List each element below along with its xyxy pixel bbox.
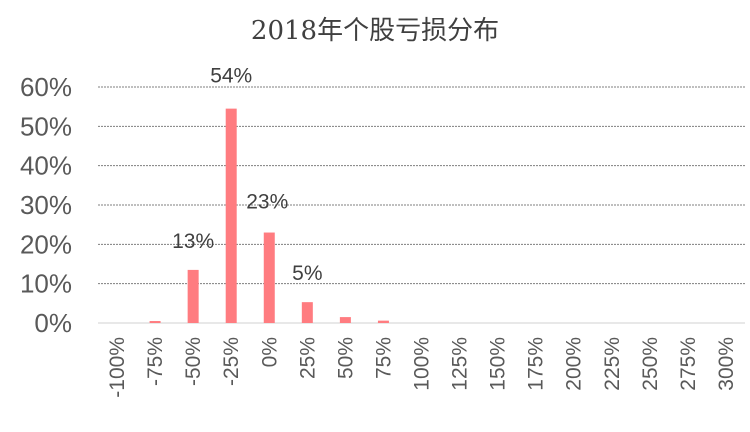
chart-title: 2018年个股亏损分布 xyxy=(250,16,500,46)
x-tick-label: -50% xyxy=(182,337,205,386)
bar xyxy=(263,232,275,323)
x-tick-label: 125% xyxy=(449,337,472,391)
y-tick-label: 40% xyxy=(20,151,72,181)
data-label: 54% xyxy=(210,65,252,88)
x-tick-label: 275% xyxy=(677,337,700,391)
x-tick-label: 300% xyxy=(715,337,738,391)
y-tick-label: 50% xyxy=(20,111,72,141)
y-tick-label: 10% xyxy=(20,269,72,299)
y-tick-label: 20% xyxy=(20,229,72,259)
x-tick-label: 25% xyxy=(296,337,319,379)
data-label: 23% xyxy=(246,191,288,214)
x-tick-label: -25% xyxy=(220,337,243,386)
x-tick-label: 250% xyxy=(639,337,662,391)
x-tick-label: -75% xyxy=(144,337,167,386)
bar xyxy=(377,320,389,323)
x-tick-label: 200% xyxy=(563,337,586,391)
x-tick-label: 75% xyxy=(372,337,395,379)
x-tick-label: 225% xyxy=(601,337,624,391)
data-label: 5% xyxy=(292,262,322,285)
bar xyxy=(301,302,313,323)
x-tick-label: 175% xyxy=(525,337,548,391)
x-tick-label: 150% xyxy=(487,337,510,391)
bar xyxy=(149,321,161,323)
bar xyxy=(225,108,237,323)
y-tick-label: 30% xyxy=(20,190,72,220)
data-label: 13% xyxy=(172,230,214,253)
x-tick-label: 0% xyxy=(258,337,281,367)
x-tick-label: 100% xyxy=(411,337,434,391)
bar xyxy=(187,269,199,323)
y-tick-label: 0% xyxy=(34,308,72,338)
y-tick-label: 60% xyxy=(20,72,72,102)
x-tick-label: -100% xyxy=(106,337,129,398)
x-tick-label: 50% xyxy=(334,337,357,379)
bar xyxy=(339,317,351,323)
